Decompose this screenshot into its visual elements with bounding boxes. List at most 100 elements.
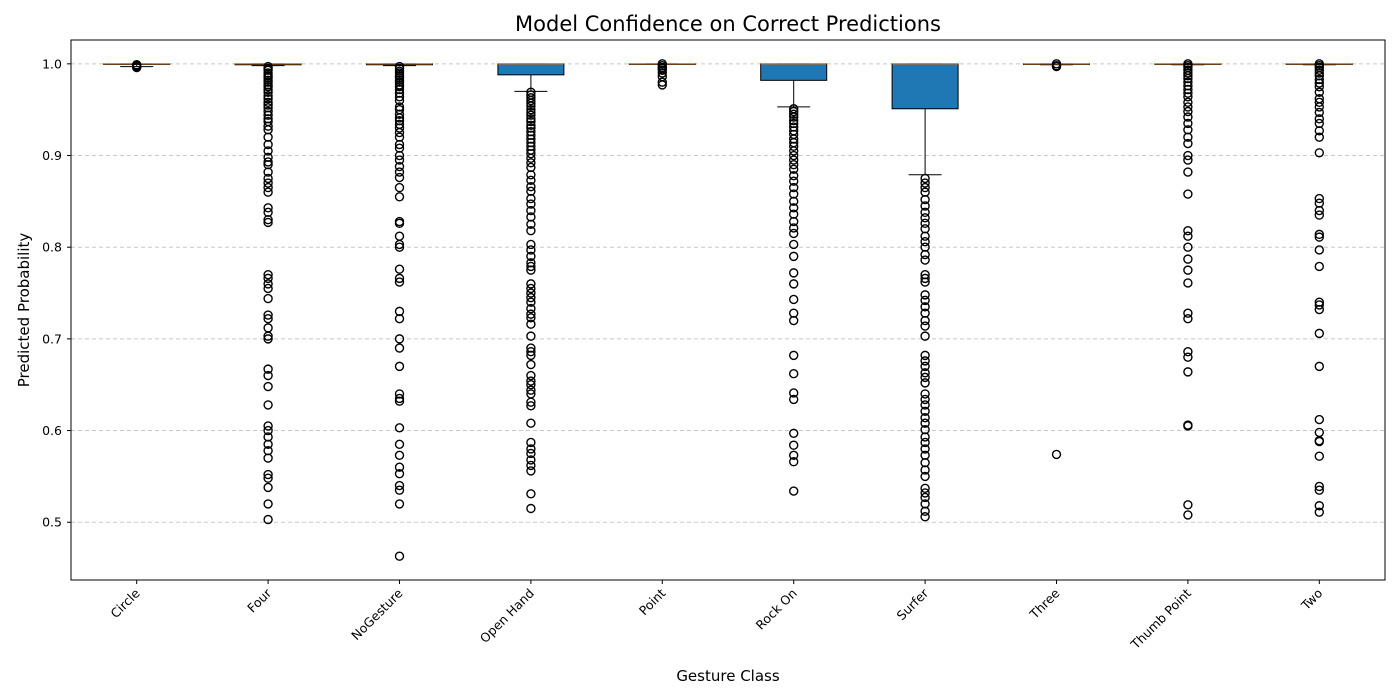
flier-point bbox=[263, 187, 273, 197]
flier-point bbox=[1314, 427, 1325, 438]
flier-point bbox=[394, 231, 405, 241]
flier-point bbox=[263, 310, 273, 320]
flier-point bbox=[789, 279, 799, 289]
flier-point bbox=[526, 279, 536, 289]
flier-point bbox=[920, 413, 930, 423]
flier-point bbox=[789, 112, 799, 122]
flier-point bbox=[394, 82, 405, 92]
flier-point bbox=[263, 139, 273, 150]
flier-point bbox=[657, 68, 667, 78]
flier-point bbox=[263, 167, 273, 177]
flier-point bbox=[920, 302, 930, 312]
flier-point bbox=[1314, 87, 1325, 97]
x-tick-label: Four bbox=[244, 585, 275, 616]
flier-point bbox=[526, 239, 536, 250]
flier-point bbox=[263, 293, 273, 304]
iqr-box bbox=[760, 63, 828, 81]
flier-point bbox=[1314, 126, 1325, 136]
flier-point bbox=[394, 242, 405, 252]
flier-point bbox=[1314, 507, 1325, 517]
flier-point bbox=[920, 277, 930, 287]
flier-point bbox=[394, 468, 405, 479]
flier-point bbox=[526, 313, 536, 323]
flier-point bbox=[920, 182, 930, 193]
flier-point bbox=[789, 182, 799, 193]
flier-point bbox=[920, 207, 930, 218]
flier-point bbox=[1183, 265, 1193, 275]
flier-point bbox=[263, 453, 273, 463]
flier-point bbox=[1183, 421, 1193, 431]
flier-point bbox=[394, 123, 405, 133]
flier-point bbox=[920, 213, 930, 223]
flier-point bbox=[920, 218, 930, 229]
flier-point bbox=[789, 369, 799, 379]
box-group-circle bbox=[103, 63, 171, 68]
flier-point bbox=[789, 115, 799, 126]
flier-point bbox=[526, 437, 536, 448]
flier-point bbox=[394, 264, 405, 274]
flier-point bbox=[263, 82, 273, 92]
flier-point bbox=[920, 444, 930, 454]
flier-point bbox=[394, 109, 405, 119]
flier-point bbox=[1314, 300, 1325, 310]
flier-point bbox=[789, 176, 799, 186]
flier-point bbox=[526, 193, 536, 204]
boxes-layer bbox=[103, 63, 1353, 176]
flier-point bbox=[789, 350, 799, 361]
flier-point bbox=[1183, 314, 1193, 324]
flier-point bbox=[789, 428, 799, 439]
x-tick-label: Circle bbox=[107, 585, 143, 621]
flier-point bbox=[263, 100, 273, 110]
flier-point bbox=[920, 378, 930, 388]
flier-point bbox=[526, 199, 536, 209]
flier-point bbox=[526, 205, 536, 216]
flier-point bbox=[263, 283, 273, 294]
flier-point bbox=[657, 80, 667, 90]
flier-point bbox=[526, 297, 536, 307]
flier-point bbox=[1314, 102, 1325, 112]
flier-point bbox=[789, 251, 799, 262]
box-group-three bbox=[1023, 63, 1090, 66]
flier-point bbox=[526, 503, 536, 514]
flier-point bbox=[1183, 150, 1193, 161]
iqr-box bbox=[497, 63, 565, 76]
flier-point bbox=[394, 218, 405, 229]
flier-point bbox=[1314, 148, 1325, 158]
box-group-open-hand bbox=[497, 63, 565, 92]
flier-point bbox=[263, 334, 273, 344]
flier-point bbox=[789, 109, 799, 119]
fliers-layer bbox=[131, 59, 1325, 561]
flier-point bbox=[789, 294, 799, 305]
flier-point bbox=[920, 400, 930, 410]
flier-point bbox=[1183, 189, 1193, 199]
x-tick-label: Point bbox=[636, 585, 669, 618]
flier-point bbox=[920, 255, 930, 265]
flier-point bbox=[1183, 167, 1193, 177]
flier-point bbox=[1183, 71, 1193, 81]
flier-point bbox=[920, 315, 930, 326]
iqr-box bbox=[891, 63, 959, 110]
flier-point bbox=[920, 201, 930, 211]
flier-point bbox=[263, 370, 273, 381]
flier-point bbox=[789, 239, 799, 250]
flier-point bbox=[920, 488, 930, 498]
plot-frame bbox=[70, 39, 1386, 581]
flier-point bbox=[920, 236, 930, 247]
flier-point bbox=[526, 158, 536, 168]
flier-point bbox=[1314, 107, 1325, 118]
flier-point bbox=[394, 396, 405, 406]
box-group-surfer bbox=[891, 63, 959, 176]
flier-point bbox=[920, 194, 930, 205]
flier-point bbox=[1183, 97, 1193, 108]
flier-point bbox=[263, 214, 273, 225]
flier-point bbox=[1314, 245, 1325, 255]
flier-point bbox=[789, 228, 799, 239]
flier-point bbox=[263, 121, 273, 131]
flier-point bbox=[1314, 436, 1325, 447]
flier-point bbox=[789, 315, 799, 326]
flier-point bbox=[263, 400, 273, 410]
flier-point bbox=[526, 170, 536, 180]
flier-point bbox=[394, 113, 405, 123]
flier-point bbox=[526, 219, 536, 229]
